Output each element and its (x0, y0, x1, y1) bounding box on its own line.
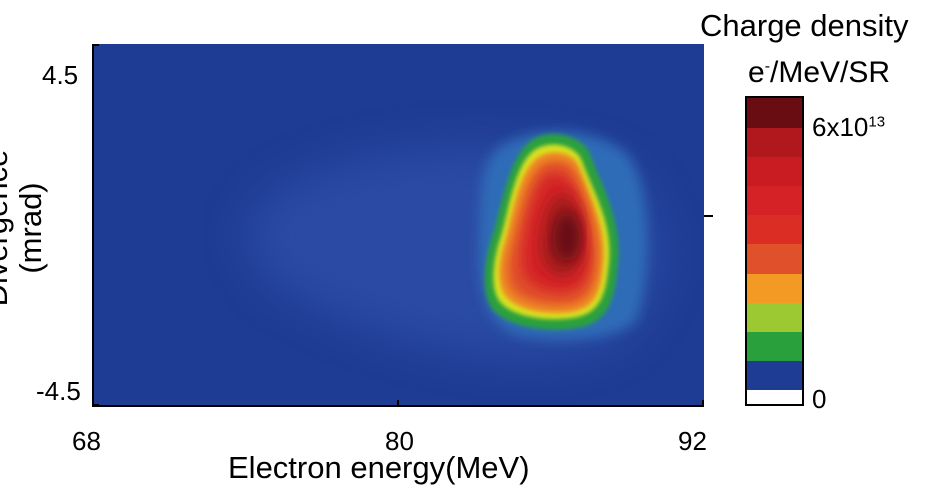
y-tick-label-bottom: -4.5 (36, 376, 81, 406)
colorbar-swatch-7 (747, 185, 802, 216)
colorbar-unit: e-/MeV/SR (748, 58, 890, 88)
colorbar-unit-sup: - (764, 58, 771, 75)
colorbar-swatch-2 (747, 331, 802, 362)
colorbar-swatch-3 (747, 302, 802, 333)
y-tick-label-top: 4.5 (42, 60, 79, 90)
colorbar-unit-prefix: e (748, 56, 765, 89)
colorbar-max-label: 6x1013 (812, 114, 885, 140)
x-axis-label-main: Electron energy (228, 450, 446, 485)
y-axis-label: Divergence (mrad) (0, 150, 48, 307)
colorbar-unit-suffix: /MeV/SR (770, 56, 891, 89)
colorbar-swatch-4 (747, 273, 802, 303)
colorbar (745, 96, 804, 406)
x-axis-label: Electron energy(MeV) (228, 452, 530, 483)
heatmap-peak-core (552, 212, 582, 262)
colorbar-max-exp: 13 (868, 113, 886, 131)
colorbar-swatch-8 (747, 156, 802, 187)
colorbar-min-label: 0 (812, 384, 827, 414)
x-tick-label-80: 80 (385, 426, 414, 456)
colorbar-swatch-9 (747, 127, 802, 157)
x-axis-label-unit: (MeV) (445, 450, 530, 485)
colorbar-swatch-6 (747, 214, 802, 245)
colorbar-swatch-1 (747, 360, 802, 391)
heatmap-plot-area (92, 44, 704, 407)
tick-marks (92, 44, 704, 407)
right-axis-tick (704, 215, 713, 217)
y-axis-label-line1: Divergence (0, 149, 14, 307)
colorbar-swatch-10 (747, 98, 802, 128)
colorbar-max-base: 6x10 (812, 112, 869, 142)
x-tick-label-92: 92 (678, 426, 707, 456)
heatmap-svg (92, 44, 704, 407)
colorbar-swatch-5 (747, 244, 802, 274)
y-axis-label-line2: (mrad) (13, 182, 48, 274)
colorbar-swatch-0 (747, 390, 802, 404)
colorbar-title: Charge density (700, 8, 909, 43)
x-tick-label-68: 68 (72, 426, 101, 456)
